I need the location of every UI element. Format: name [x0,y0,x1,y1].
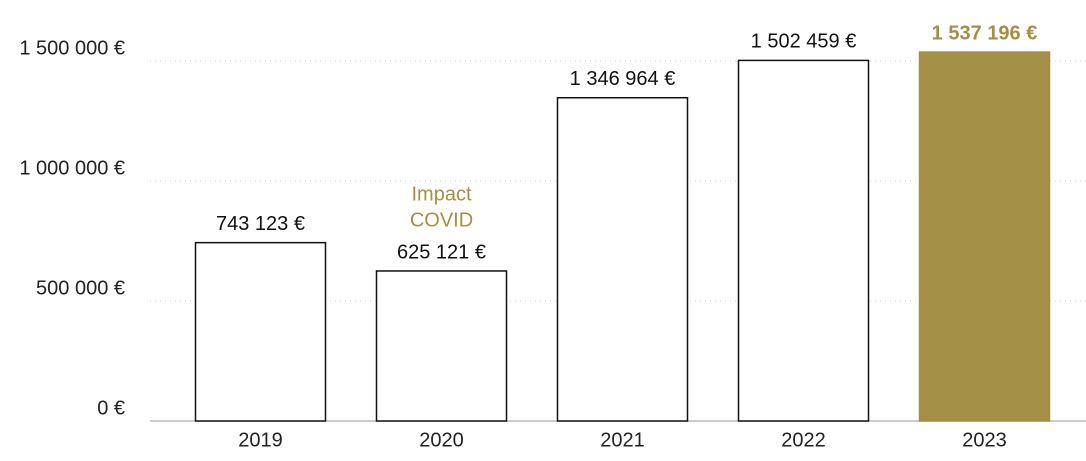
x-tick-label: 2020 [419,429,464,451]
bar [918,51,1051,422]
annotation: Impact [411,183,471,205]
y-tick-label: 1 500 000 € [19,37,125,59]
bar [556,96,689,422]
y-tick-label: 1 000 000 € [19,157,125,179]
value-label: 1 537 196 € [932,22,1038,44]
bar [375,270,508,422]
x-tick-label: 2023 [962,429,1007,451]
y-tick-label: 500 000 € [36,277,125,299]
annotation: COVID [410,209,473,231]
value-label: 625 121 € [397,241,486,263]
x-tick-label: 2019 [238,429,283,451]
value-label: 1 346 964 € [570,68,676,90]
bar [737,59,870,422]
y-tick-label: 0 € [97,397,125,419]
value-label: 1 502 459 € [751,31,857,53]
x-tick-label: 2022 [781,429,826,451]
x-tick-label: 2021 [600,429,645,451]
bar [194,241,327,422]
value-label: 743 123 € [216,213,305,235]
